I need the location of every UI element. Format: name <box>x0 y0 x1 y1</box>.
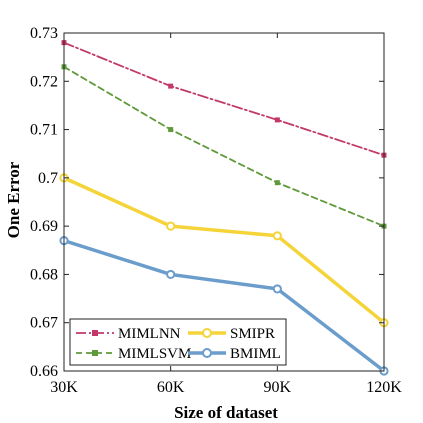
legend: MIMLNN MIMLSVM SMIPR BMIML <box>69 318 287 366</box>
y-tick-label: 0.72 <box>30 73 58 90</box>
series-line-bmiml <box>62 238 386 373</box>
data-point-mimlnn-90k <box>274 117 280 123</box>
plot-area <box>59 40 389 376</box>
data-point-mimlsvm-60k <box>168 127 174 133</box>
y-tick-label: 0.66 <box>30 363 58 380</box>
legend-marker-smipr <box>202 328 212 338</box>
data-point-mimlsvm-90k <box>274 180 280 186</box>
x-tick-label: 60K <box>157 379 185 396</box>
y-tick-label: 0.7 <box>38 170 58 187</box>
series-line-mimlsvm <box>63 65 385 228</box>
y-tick-label: 0.71 <box>30 122 58 139</box>
data-point-mimlnn-60k <box>168 83 174 89</box>
legend-marker-bmiml <box>202 348 212 358</box>
data-point-bmiml-60k <box>166 269 176 280</box>
x-tick-label: 120K <box>366 379 402 396</box>
x-axis-title: Size of dataset <box>174 403 278 422</box>
legend-label-mimlnn: MIMLNN <box>118 326 181 342</box>
legend-label-smipr: SMIPR <box>230 326 275 342</box>
y-axis-title: One Error <box>4 161 23 238</box>
legend-box <box>69 318 287 366</box>
data-point-smipr-90k <box>272 231 282 241</box>
legend-label-bmiml: BMIML <box>230 346 281 362</box>
y-tick-label: 0.68 <box>30 266 58 283</box>
plot-frame <box>63 32 385 372</box>
y-tick-label: 0.67 <box>30 315 58 332</box>
legend-label-mimlsvm: MIMLSVM <box>118 346 191 362</box>
y-tick-label: 0.73 <box>30 25 58 42</box>
legend-marker-mimlsvm <box>92 350 98 356</box>
x-tick-label: 30K <box>50 379 78 396</box>
axes: 0.66 0.67 0.68 0.69 0.7 0.71 0.72 0.73 30K 60K 90K… <box>30 25 402 396</box>
y-tick-label: 0.69 <box>30 218 58 235</box>
x-tick-label: 90K <box>264 379 292 396</box>
data-point-smipr-60k <box>166 221 176 231</box>
legend-marker-mimlnn <box>92 330 98 336</box>
data-point-bmiml-90k <box>272 284 282 294</box>
series-line-mimlnn <box>63 41 385 157</box>
series-line-smipr <box>62 176 386 325</box>
